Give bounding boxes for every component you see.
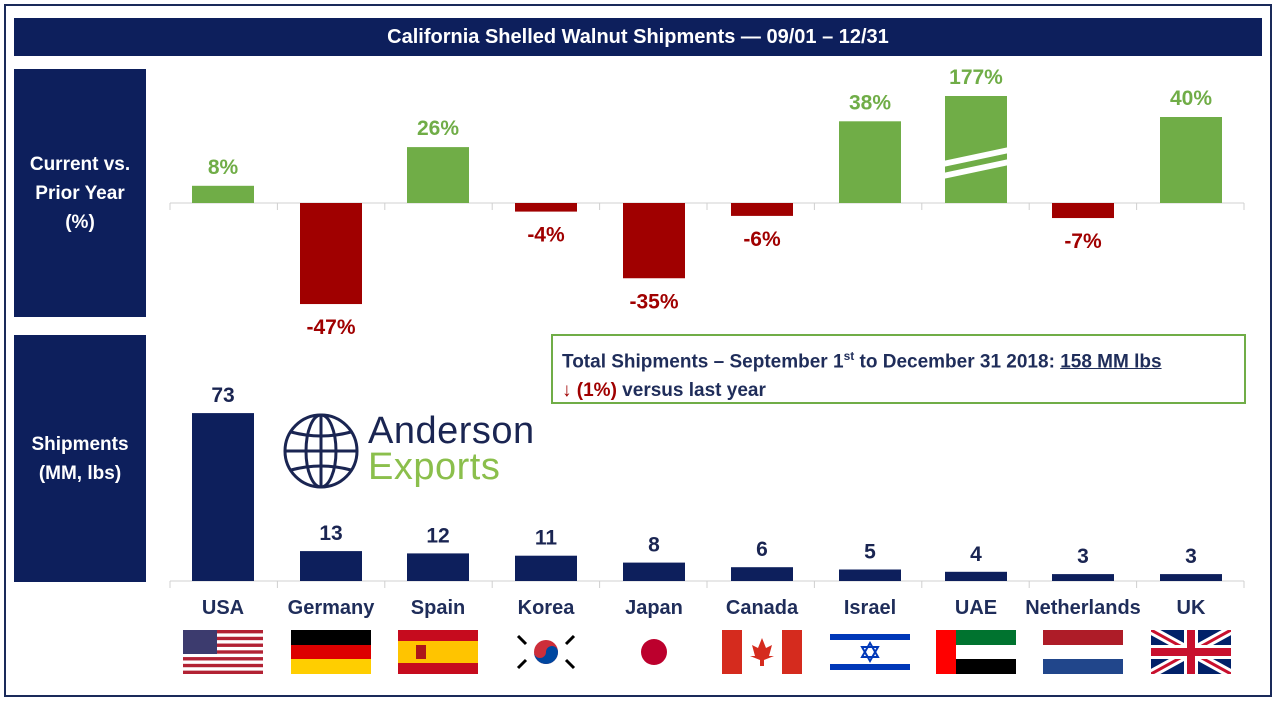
total-mid: to December 31 2018: <box>854 351 1061 373</box>
pct-bar-uk <box>1160 117 1222 203</box>
total-sup: st <box>843 349 855 363</box>
country-label-uk: UK <box>1176 597 1206 619</box>
country-label-germany: Germany <box>287 597 375 619</box>
ship-bar-israel <box>839 569 901 581</box>
country-label-uae: UAE <box>954 597 998 619</box>
pct-label-usa: 8% <box>208 156 239 179</box>
pct-bar-israel <box>839 121 901 203</box>
ship-bar-germany <box>300 551 362 581</box>
us-flag-icon <box>183 630 263 679</box>
ship-bar-korea <box>515 555 577 581</box>
germany-flag-icon <box>291 630 371 679</box>
netherlands-flag-icon <box>1043 630 1123 679</box>
country-label-netherlands: Netherlands <box>1025 597 1141 619</box>
logo-text-exports: Exports <box>368 446 501 488</box>
pct-label-uae: 177% <box>949 66 1003 89</box>
ship-bar-japan <box>623 562 685 581</box>
total-line-2: ↓ (1%) versus last year <box>562 376 1235 405</box>
pct-bar-usa <box>192 185 254 203</box>
pct-label-spain: 26% <box>417 117 459 140</box>
country-label-korea: Korea <box>517 597 575 619</box>
axis-break-mark <box>943 147 1009 167</box>
chart-title: California Shelled Walnut Shipments — 09… <box>14 18 1262 56</box>
japan-flag-icon <box>614 630 694 679</box>
pct-bar-canada <box>731 203 793 216</box>
ship-label-spain: 12 <box>426 524 449 547</box>
ship-bar-spain <box>407 553 469 581</box>
country-label-israel: Israel <box>843 597 897 619</box>
anderson-exports-logo: Anderson Exports <box>282 410 552 492</box>
ship-bar-usa <box>192 413 254 581</box>
country-label-usa: USA <box>201 597 245 619</box>
pct-bar-uae <box>945 96 1007 203</box>
yoy-rest: versus last year <box>616 380 766 402</box>
pct-bar-netherlands <box>1052 203 1114 219</box>
pct-label-japan: -35% <box>629 290 678 313</box>
pct-label-uk: 40% <box>1170 87 1212 110</box>
pct-bar-korea <box>515 203 577 212</box>
total-prefix: Total Shipments – September 1 <box>562 351 844 373</box>
spain-flag-icon <box>398 630 478 679</box>
uae-flag-icon <box>936 630 1016 679</box>
ship-bar-netherlands <box>1052 574 1114 581</box>
pct-bar-spain <box>407 147 469 203</box>
pct-bar-germany <box>300 203 362 305</box>
ship-label-japan: 8 <box>648 534 660 557</box>
ship-label-uae: 4 <box>970 543 982 566</box>
shipments-side-label: Shipments (MM, lbs) <box>14 335 146 582</box>
israel-flag-icon <box>830 630 910 679</box>
canada-flag-icon <box>722 630 802 679</box>
korea-flag-icon <box>506 630 586 679</box>
total-line-1: Total Shipments – September 1st to Decem… <box>562 342 1235 376</box>
pct-label-germany: -47% <box>306 316 355 339</box>
logo-text-anderson: Anderson <box>368 410 535 452</box>
globe-icon <box>283 413 359 489</box>
ship-label-uk: 3 <box>1185 545 1197 568</box>
pct-label-israel: 38% <box>849 91 891 114</box>
ship-label-netherlands: 3 <box>1077 545 1089 568</box>
ship-bar-uk <box>1160 574 1222 581</box>
pct-change-side-label: Current vs. Prior Year (%) <box>14 69 146 317</box>
uk-flag-icon <box>1148 626 1234 679</box>
pct-bar-japan <box>623 203 685 279</box>
yoy-change: ↓ (1%) <box>562 380 617 402</box>
total-value: 158 MM lbs <box>1060 351 1162 373</box>
ship-label-canada: 6 <box>756 538 768 561</box>
country-label-japan: Japan <box>625 597 683 619</box>
ship-label-usa: 73 <box>211 384 234 407</box>
pct-label-canada: -6% <box>743 228 781 251</box>
country-label-canada: Canada <box>725 597 799 619</box>
country-label-spain: Spain <box>410 597 466 619</box>
total-shipments-box: Total Shipments – September 1st to Decem… <box>551 334 1246 404</box>
chart-frame <box>4 4 1272 697</box>
ship-label-korea: 11 <box>535 527 558 550</box>
ship-label-israel: 5 <box>864 541 876 564</box>
ship-bar-canada <box>731 567 793 581</box>
pct-label-netherlands: -7% <box>1064 230 1102 253</box>
ship-label-germany: 13 <box>319 522 342 545</box>
ship-bar-uae <box>945 571 1007 581</box>
axis-break-mark <box>943 159 1009 179</box>
pct-label-korea: -4% <box>527 224 565 247</box>
